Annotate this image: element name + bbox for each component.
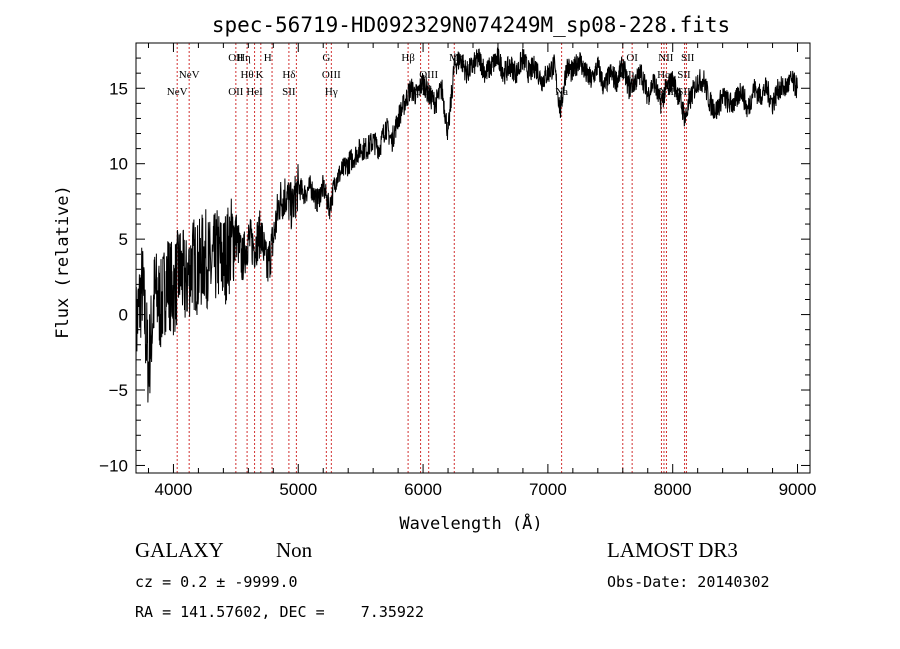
emission-line-label-23: NII [659,86,675,98]
x-tick-label-1: 5000 [279,480,317,499]
emission-line-label-25: SII [677,69,691,81]
emission-line-label-16: OIII [414,86,433,98]
emission-line-label-14: Hβ [401,52,415,64]
obs-date: Obs-Date: 20140302 [607,573,770,591]
object-subclass: Non [276,538,313,562]
y-tick-label-2: 0 [119,306,128,325]
emission-line-label-24: SII [681,52,695,64]
emission-line-label-15: OIII [419,69,438,81]
emission-line-label-3: OII [228,86,244,98]
emission-line-label-2: OII [228,52,244,64]
emission-line-label-20: OI [620,69,632,81]
y-tick-label-3: 5 [119,230,128,249]
emission-line-label-11: G [322,52,330,64]
chart-title: spec-56719-HD092329N074249M_sp08-228.fit… [212,13,730,37]
emission-line-label-17: Mg [449,52,465,64]
survey-name: LAMOST DR3 [607,538,738,562]
emission-line-label-10: SII [282,86,296,98]
emission-line-label-12: OIII [322,69,341,81]
x-tick-label-0: 4000 [155,480,193,499]
y-axis-label: Flux (relative) [53,185,73,339]
spectrum-trace [135,47,798,403]
x-tick-label-4: 8000 [654,480,692,499]
y-tick-label-4: 10 [109,155,128,174]
emission-line-label-8: H [264,52,272,64]
emission-line-label-9: Hδ [282,69,295,81]
emission-line-label-18: Na [555,86,568,98]
redshift-line: cz = 0.2 ± -9999.0 [135,573,298,591]
emission-line-label-5: Hθ [240,69,253,81]
emission-line-label-26: SII [677,86,691,98]
emission-line-label-6: HeI [246,86,263,98]
y-tick-label-0: −10 [99,456,128,475]
emission-line-label-4: Hη [237,52,251,64]
x-axis-label: Wavelength (Å) [399,512,542,534]
object-type: GALAXY [135,538,224,562]
emission-line-label-7: K [256,69,264,81]
emission-line-label-1: NeV [179,69,200,81]
x-tick-label-3: 7000 [529,480,567,499]
x-tick-label-2: 6000 [404,480,442,499]
emission-line-label-0: NeV [167,86,188,98]
x-tick-label-5: 9000 [779,480,817,499]
emission-line-label-21: NII [658,52,674,64]
emission-line-label-13: Hγ [325,86,338,98]
y-tick-label-1: −5 [109,381,128,400]
emission-line-label-19: OI [626,52,638,64]
y-tick-label-5: 15 [109,79,128,98]
coordinates-line: RA = 141.57602, DEC = 7.35922 [135,603,424,621]
emission-line-label-22: Hα [657,69,671,81]
